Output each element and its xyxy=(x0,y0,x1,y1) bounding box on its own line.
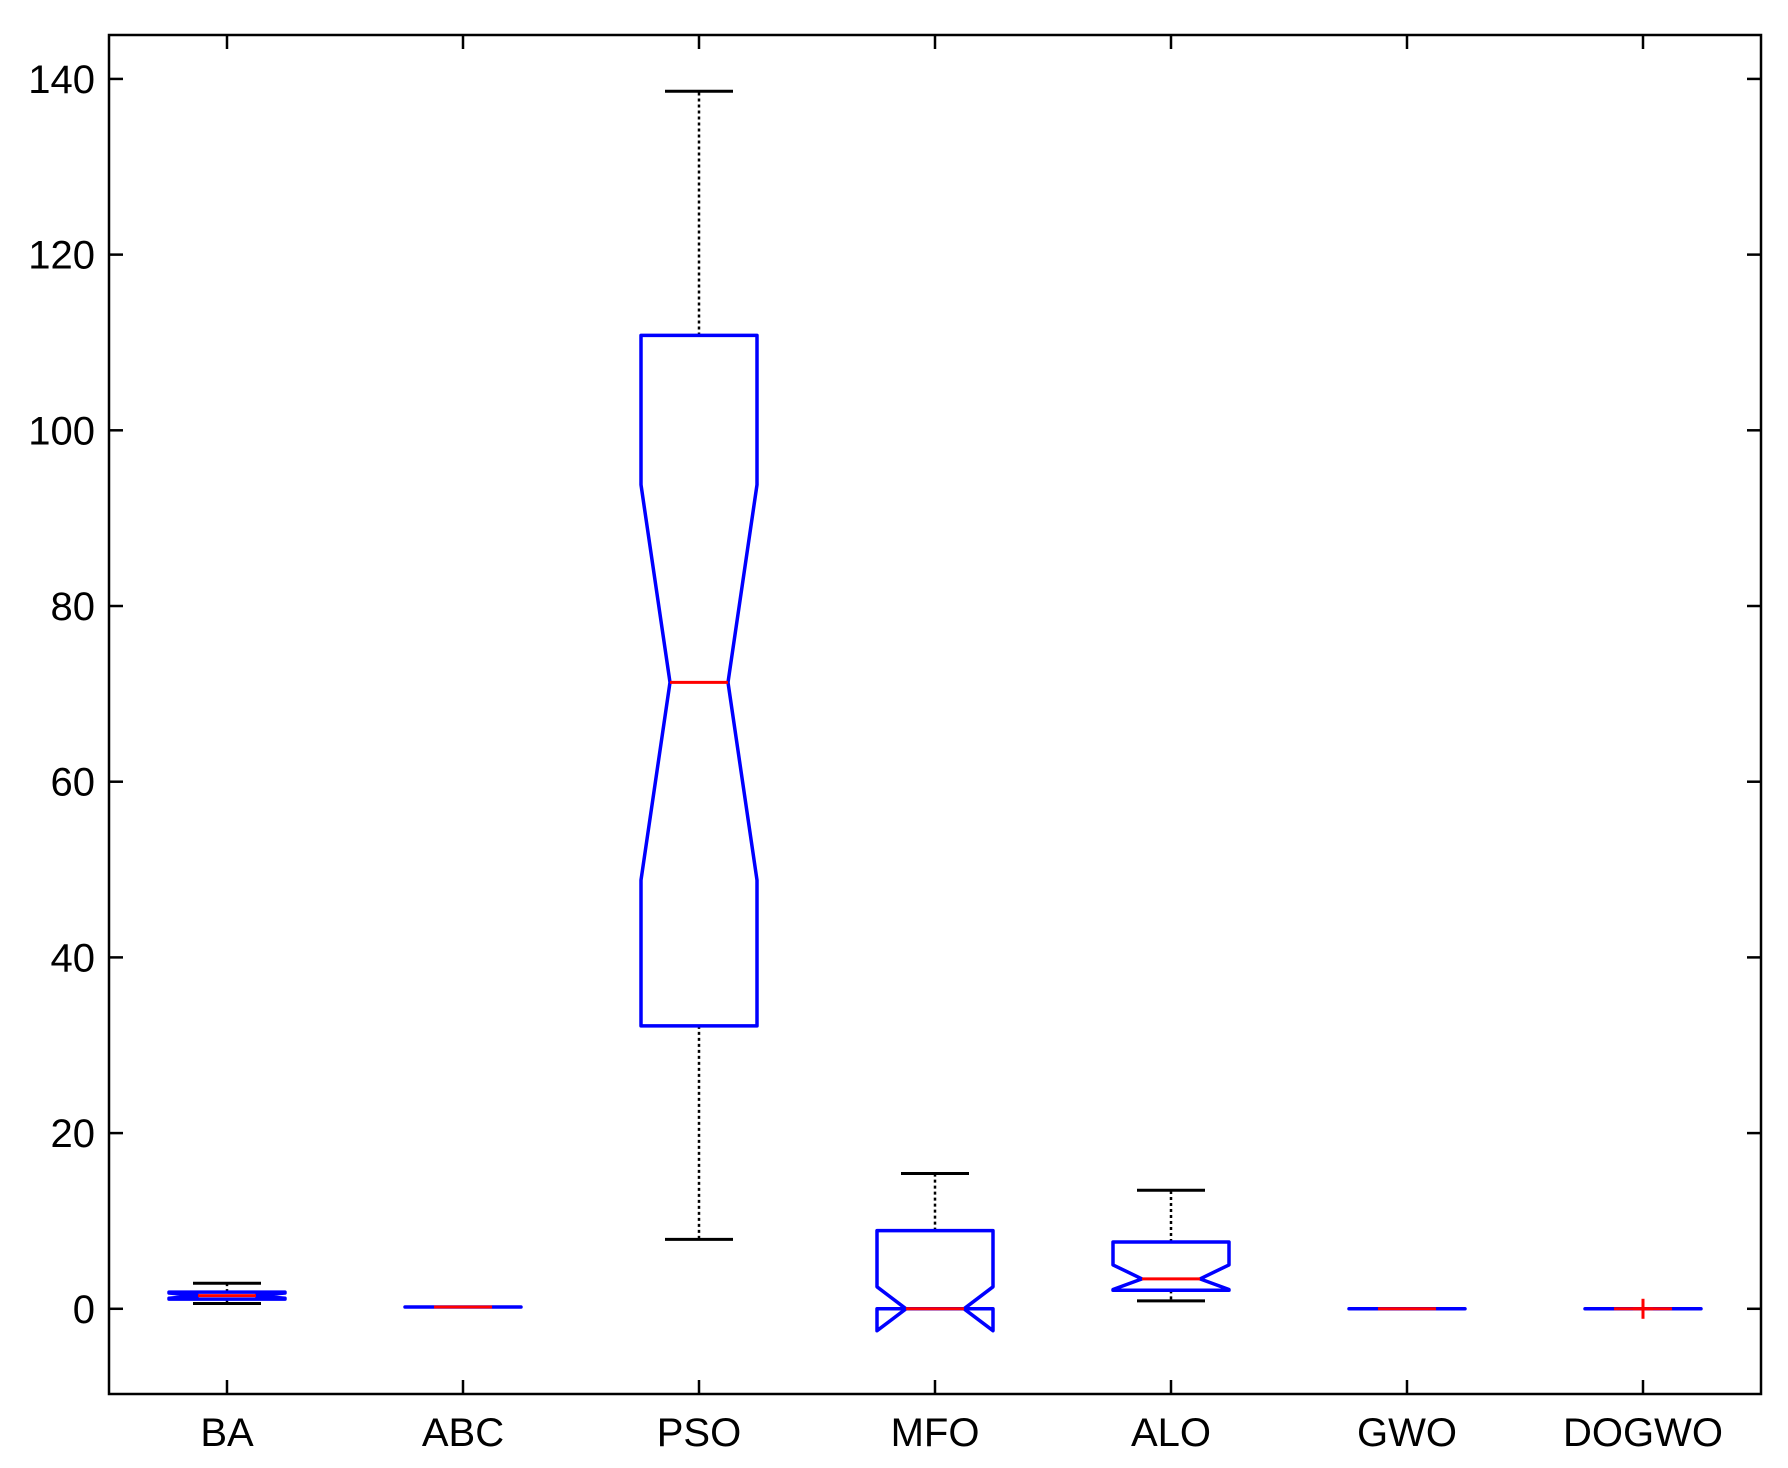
notched-box xyxy=(1111,1240,1231,1293)
y-tick-label: 60 xyxy=(51,761,96,805)
y-tick-label: 40 xyxy=(51,936,96,980)
x-tick-label: ABC xyxy=(422,1411,504,1455)
box-abc: ABC xyxy=(403,35,523,1455)
y-tick-label: 80 xyxy=(51,585,96,629)
y-tick-label: 120 xyxy=(28,234,95,278)
x-tick-label: MFO xyxy=(891,1411,980,1455)
notched-box xyxy=(875,1228,995,1333)
notched-box xyxy=(639,333,759,1028)
x-tick-label: DOGWO xyxy=(1563,1411,1723,1455)
box-dogwo: DOGWO xyxy=(1563,35,1723,1455)
x-tick-label: ALO xyxy=(1131,1411,1211,1455)
outlier-marker xyxy=(1633,1298,1653,1319)
y-tick-label: 100 xyxy=(28,409,95,453)
plot-frame xyxy=(107,33,1763,1396)
box-pso: PSO xyxy=(639,35,759,1455)
y-tick-label: 20 xyxy=(51,1112,96,1156)
y-tick-label: 140 xyxy=(28,58,95,102)
box-mfo: MFO xyxy=(875,35,995,1455)
box-alo: ALO xyxy=(1111,35,1231,1455)
x-tick-label: BA xyxy=(200,1411,254,1455)
box-ba: BA xyxy=(167,35,287,1455)
y-tick-label: 0 xyxy=(73,1288,95,1332)
notched-box xyxy=(167,1290,287,1301)
x-tick-label: PSO xyxy=(657,1411,741,1455)
x-tick-label: GWO xyxy=(1357,1411,1457,1455)
box-gwo: GWO xyxy=(1347,35,1467,1455)
